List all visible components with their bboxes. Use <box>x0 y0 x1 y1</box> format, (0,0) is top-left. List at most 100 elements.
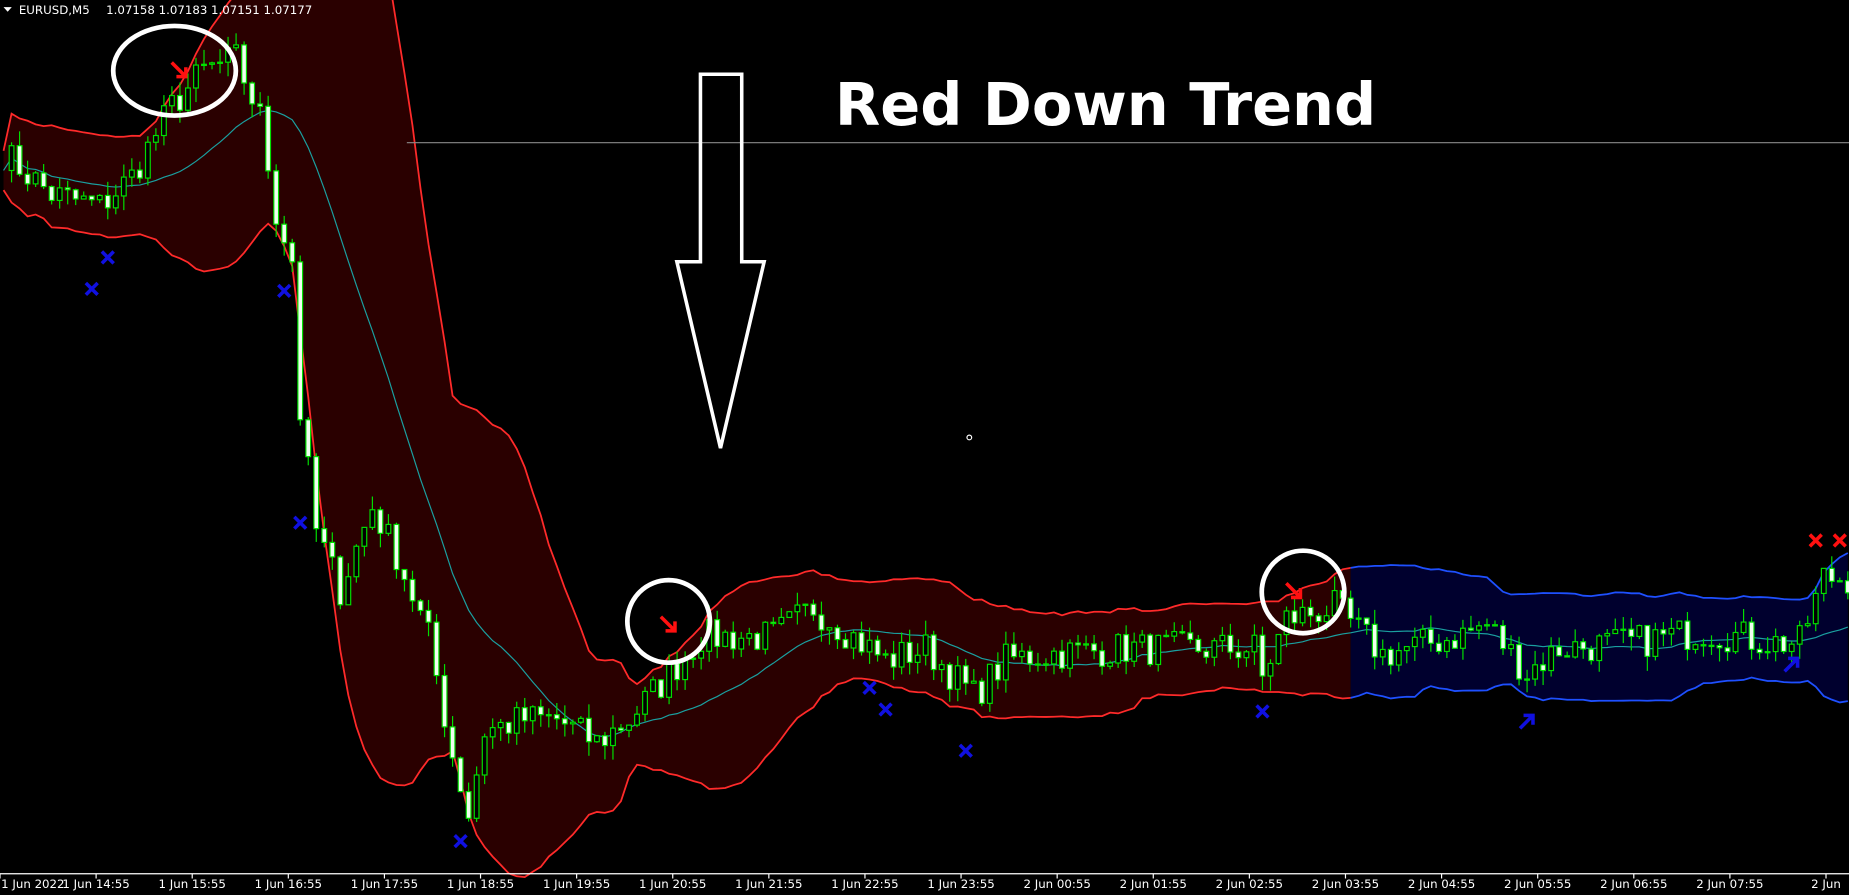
candle <box>1275 633 1282 666</box>
candle <box>489 718 496 749</box>
candle <box>1676 620 1683 631</box>
candle <box>265 95 272 179</box>
candle <box>1604 628 1611 646</box>
time-tick-label: 2 Jun 03:55 <box>1312 877 1379 891</box>
candle <box>1002 631 1009 693</box>
blue-cross-icon <box>84 281 99 297</box>
candle <box>64 180 71 205</box>
candle <box>593 734 600 743</box>
candle <box>770 617 777 627</box>
time-tick-label: 1 Jun 21:55 <box>735 877 802 891</box>
candle <box>874 635 881 662</box>
time-tick-label: 2 Jun 02:55 <box>1216 877 1283 891</box>
candle <box>537 699 544 727</box>
candle <box>56 178 63 209</box>
candle <box>1427 615 1434 652</box>
time-tick-label: 2 Jun 00:55 <box>1023 877 1090 891</box>
candle <box>898 632 905 675</box>
red-arrow-icon <box>170 61 188 79</box>
candle <box>329 532 336 570</box>
candle <box>465 782 472 822</box>
candle <box>185 73 191 117</box>
candle <box>1131 632 1138 667</box>
time-tick-label: 1 Jun 22:55 <box>831 877 898 891</box>
time-tick-label: 1 Jun 23:55 <box>927 877 994 891</box>
candle <box>144 136 151 186</box>
time-tick-label: 1 Jun 18:55 <box>447 877 514 891</box>
candle <box>24 160 31 192</box>
candle <box>601 731 608 760</box>
candle <box>906 629 913 675</box>
candle <box>1227 623 1234 660</box>
candle <box>1812 586 1819 632</box>
candle <box>32 171 39 187</box>
blue-cross-icon <box>277 283 292 299</box>
red-arrow-icon <box>659 615 677 633</box>
candle <box>1371 609 1378 670</box>
candle <box>794 592 801 625</box>
candle <box>577 716 584 725</box>
triangle-down-icon[interactable] <box>3 7 12 12</box>
candle <box>80 191 87 200</box>
candle <box>1524 669 1531 693</box>
candle <box>1500 620 1506 655</box>
time-tick-label: 2 Jun 01:55 <box>1120 877 1187 891</box>
candle <box>377 506 384 548</box>
candle <box>1740 608 1747 635</box>
time-tick-label: 1 Jun 16:55 <box>255 877 322 891</box>
candle <box>1588 645 1595 665</box>
candle <box>938 659 945 683</box>
candle <box>786 610 793 619</box>
candle <box>1010 632 1017 660</box>
candle <box>120 164 127 211</box>
candle <box>1684 612 1691 661</box>
candle <box>385 514 392 536</box>
candle <box>433 614 440 685</box>
candle <box>152 128 159 151</box>
blue-cross-icon <box>453 834 468 849</box>
candle <box>1476 621 1482 640</box>
candle <box>1660 621 1667 647</box>
candle <box>449 716 456 767</box>
candle <box>1484 618 1490 631</box>
candle <box>1347 590 1354 628</box>
candle <box>585 704 592 756</box>
time-tick-label: 1 Jun 19:55 <box>543 877 610 891</box>
candle <box>826 627 833 645</box>
candle <box>1716 643 1723 662</box>
candle <box>1283 606 1290 648</box>
candle <box>249 81 256 118</box>
candle <box>473 766 480 822</box>
candle <box>241 41 248 95</box>
highlight-circle <box>1259 548 1347 636</box>
candle <box>497 718 504 741</box>
candle <box>634 705 640 728</box>
candle <box>1732 621 1739 655</box>
candle <box>962 658 969 695</box>
candle <box>112 184 119 215</box>
candle <box>1203 648 1210 664</box>
candle <box>1700 638 1707 657</box>
signal-markers <box>84 61 1847 849</box>
candle <box>1828 556 1835 588</box>
blue-cross-icon <box>293 515 308 530</box>
highlight-circle <box>110 23 239 118</box>
candle <box>1508 635 1514 656</box>
candle <box>1644 624 1651 671</box>
candle <box>40 164 47 190</box>
candle <box>88 195 95 206</box>
candle <box>1043 658 1049 672</box>
candle <box>1363 617 1370 635</box>
candle <box>658 679 665 699</box>
candle <box>946 662 953 702</box>
candle <box>618 724 624 734</box>
candle <box>1724 633 1731 661</box>
candle <box>1259 626 1266 691</box>
down-arrow-annotation <box>674 72 767 449</box>
candle <box>281 215 288 256</box>
blue-arrow-icon <box>1518 713 1535 730</box>
candle <box>417 598 424 616</box>
candle <box>1532 650 1539 686</box>
